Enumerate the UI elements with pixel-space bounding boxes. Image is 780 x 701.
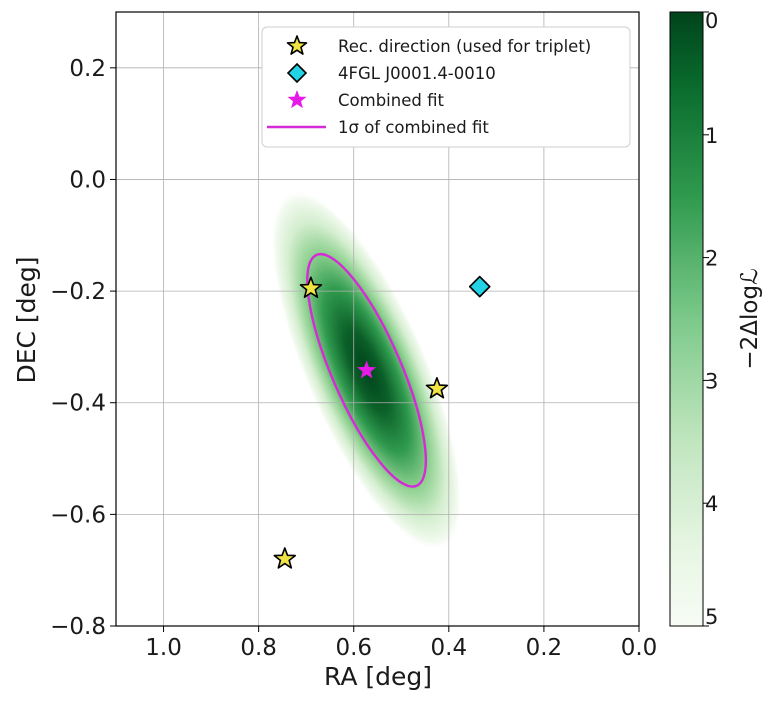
colorbar-label: −2Δlogℒ <box>737 268 763 369</box>
colorbar-gradient <box>669 11 704 627</box>
colorbar-tick-label: 4 <box>705 492 718 516</box>
y-tick-label: −0.8 <box>50 614 106 640</box>
colorbar-tick-label: 2 <box>705 247 718 271</box>
legend: Rec. direction (used for triplet) 4FGL J0… <box>261 26 631 148</box>
x-tick-label: 0.6 <box>335 635 372 661</box>
combined-fit-star-1 <box>357 360 377 379</box>
x-axis-label: RA [deg] <box>324 662 432 691</box>
plot-frame <box>115 11 640 627</box>
x-tick-label: 1.0 <box>145 635 182 661</box>
rec-direction-star-1 <box>299 276 323 299</box>
colorbar-tick-label: 3 <box>705 369 718 393</box>
colorbar-tick-label: 5 <box>705 605 718 629</box>
legend-star-icon <box>287 90 307 109</box>
legend-label: 4FGL J0001.4-0010 <box>338 64 496 83</box>
colorbar-tick-label: 0 <box>705 9 718 33</box>
colorbar: 0 1 2 3 4 5 −2Δlogℒ <box>669 9 763 629</box>
y-tick-label: −0.6 <box>50 502 106 528</box>
y-axis-label: DEC [deg] <box>12 256 41 383</box>
legend-star-icon <box>286 35 308 55</box>
legend-label: Combined fit <box>338 91 444 110</box>
x-tick-label: 0.2 <box>526 635 563 661</box>
x-tick-label: 0.8 <box>240 635 277 661</box>
one-sigma-ellipse <box>306 252 428 488</box>
legend-label: Rec. direction (used for triplet) <box>338 37 591 56</box>
colorbar-tick-label: 1 <box>705 124 718 148</box>
x-tick-label: 0.4 <box>431 635 468 661</box>
legend-box <box>261 26 631 148</box>
legend-label: 1σ of combined fit <box>338 118 489 137</box>
y-axis: 0.2 0.0 −0.2 −0.4 −0.6 −0.8 <box>50 56 116 640</box>
y-tick-label: 0.0 <box>69 167 106 193</box>
gridlines <box>116 12 639 626</box>
x-axis: 1.0 0.8 0.6 0.4 0.2 0.0 <box>145 626 657 661</box>
x-tick-label: 0.0 <box>621 635 658 661</box>
source-diamond-1 <box>468 275 491 298</box>
markers <box>273 275 491 569</box>
y-tick-label: 0.2 <box>69 56 106 82</box>
rec-direction-star-2 <box>425 376 449 399</box>
y-tick-label: −0.4 <box>50 391 106 417</box>
rec-direction-star-3 <box>273 547 297 569</box>
legend-diamond-icon <box>286 62 308 84</box>
y-tick-label: −0.2 <box>50 279 106 305</box>
